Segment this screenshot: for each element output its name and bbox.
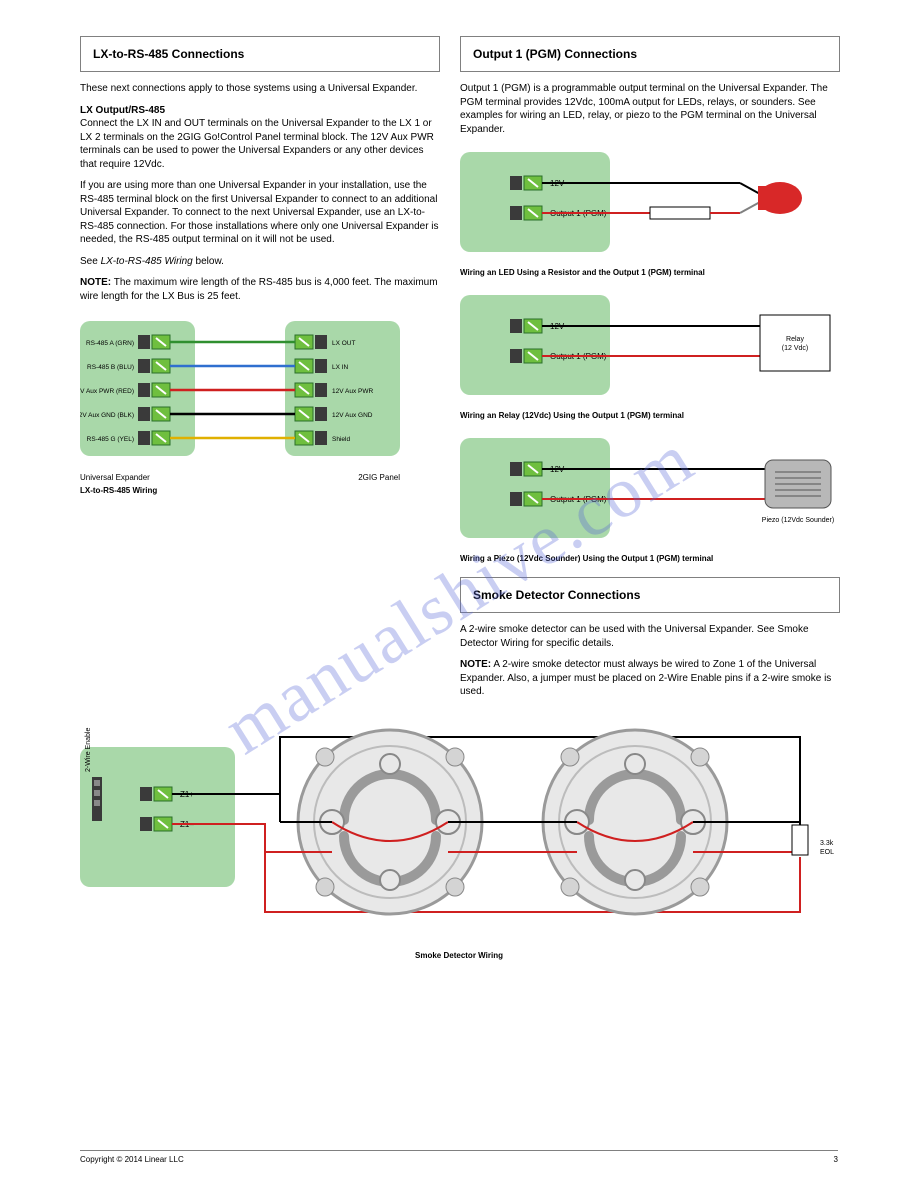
svg-text:LX IN: LX IN: [332, 364, 349, 371]
lx-rs485-diagram: RS-485 A (GRN) LX OUT RS-485 B (BLU) LX IN 1…: [80, 311, 440, 495]
right-column: Output 1 (PGM) Connections Output 1 (PGM…: [460, 36, 840, 707]
page-footer: Copyright © 2014 Linear LLC 3: [80, 1150, 838, 1164]
smoke-section-title: Smoke Detector Connections: [460, 577, 840, 613]
smoke-fig-label: Smoke Detector Wiring: [80, 951, 838, 960]
svg-text:RS-485 B (BLU): RS-485 B (BLU): [87, 364, 134, 371]
pgm-relay-diagram: 12V Output 1 (PGM) Relay (12 Vdc) Wiring…: [460, 287, 840, 420]
footer-page-number: 3: [834, 1155, 838, 1164]
svg-text:12V Aux PWR: 12V Aux PWR: [332, 388, 373, 395]
left-section-title: LX-to-RS-485 Connections: [80, 36, 440, 72]
smoke-p1: A 2-wire smoke detector can be used with…: [460, 623, 840, 650]
svg-text:12V Aux GND: 12V Aux GND: [332, 412, 373, 419]
pgm-led-diagram: 12V Output 1 (PGM) Wiring an LED Using a…: [460, 144, 840, 277]
svg-text:LX OUT: LX OUT: [332, 340, 356, 347]
smoke-diagram: 2-Wire Enable Z1+ Z1–: [80, 717, 838, 960]
svg-text:RS-485 A (GRN): RS-485 A (GRN): [86, 340, 134, 347]
lx-label-right: 2GIG Panel: [358, 473, 400, 482]
svg-text:12V Aux PWR (RED): 12V Aux PWR (RED): [80, 388, 134, 395]
lx-fig-label: LX-to-RS-485 Wiring: [80, 486, 440, 495]
lx-label-left: Universal Expander: [80, 473, 150, 482]
svg-text:RS-485 G (YEL): RS-485 G (YEL): [87, 436, 134, 443]
left-p4: See LX-to-RS-485 Wiring below.: [80, 255, 440, 269]
piezo-fig-label: Wiring a Piezo (12Vdc Sounder) Using the…: [460, 554, 840, 563]
svg-text:Piezo (12Vdc Sounder): Piezo (12Vdc Sounder): [762, 517, 834, 524]
right-section-title: Output 1 (PGM) Connections: [460, 36, 840, 72]
svg-text:EOL: EOL: [820, 849, 834, 856]
left-note: NOTE: The maximum wire length of the RS-…: [80, 276, 440, 303]
left-p1: These next connections apply to those sy…: [80, 82, 440, 96]
svg-text:Shield: Shield: [332, 436, 350, 443]
left-p3: If you are using more than one Universal…: [80, 179, 440, 247]
footer-copyright: Copyright © 2014 Linear LLC: [80, 1155, 184, 1164]
svg-text:12V Aux GND (BLK): 12V Aux GND (BLK): [80, 412, 134, 419]
pgm-piezo-diagram: 12V Output 1 (PGM) Piezo (12Vdc Sounder)…: [460, 430, 840, 563]
svg-text:2-Wire Enable: 2-Wire Enable: [85, 727, 92, 771]
left-p2: LX Output/RS-485Connect the LX IN and OU…: [80, 104, 440, 172]
svg-text:(12 Vdc): (12 Vdc): [782, 345, 808, 352]
svg-text:Relay: Relay: [786, 336, 804, 343]
led-fig-label: Wiring an LED Using a Resistor and the O…: [460, 268, 840, 277]
left-column: LX-to-RS-485 Connections These next conn…: [80, 36, 440, 707]
right-p1: Output 1 (PGM) is a programmable output …: [460, 82, 840, 136]
svg-text:3.3k: 3.3k: [820, 840, 834, 847]
smoke-note: NOTE: A 2-wire smoke detector must alway…: [460, 658, 840, 699]
relay-fig-label: Wiring an Relay (12Vdc) Using the Output…: [460, 411, 840, 420]
